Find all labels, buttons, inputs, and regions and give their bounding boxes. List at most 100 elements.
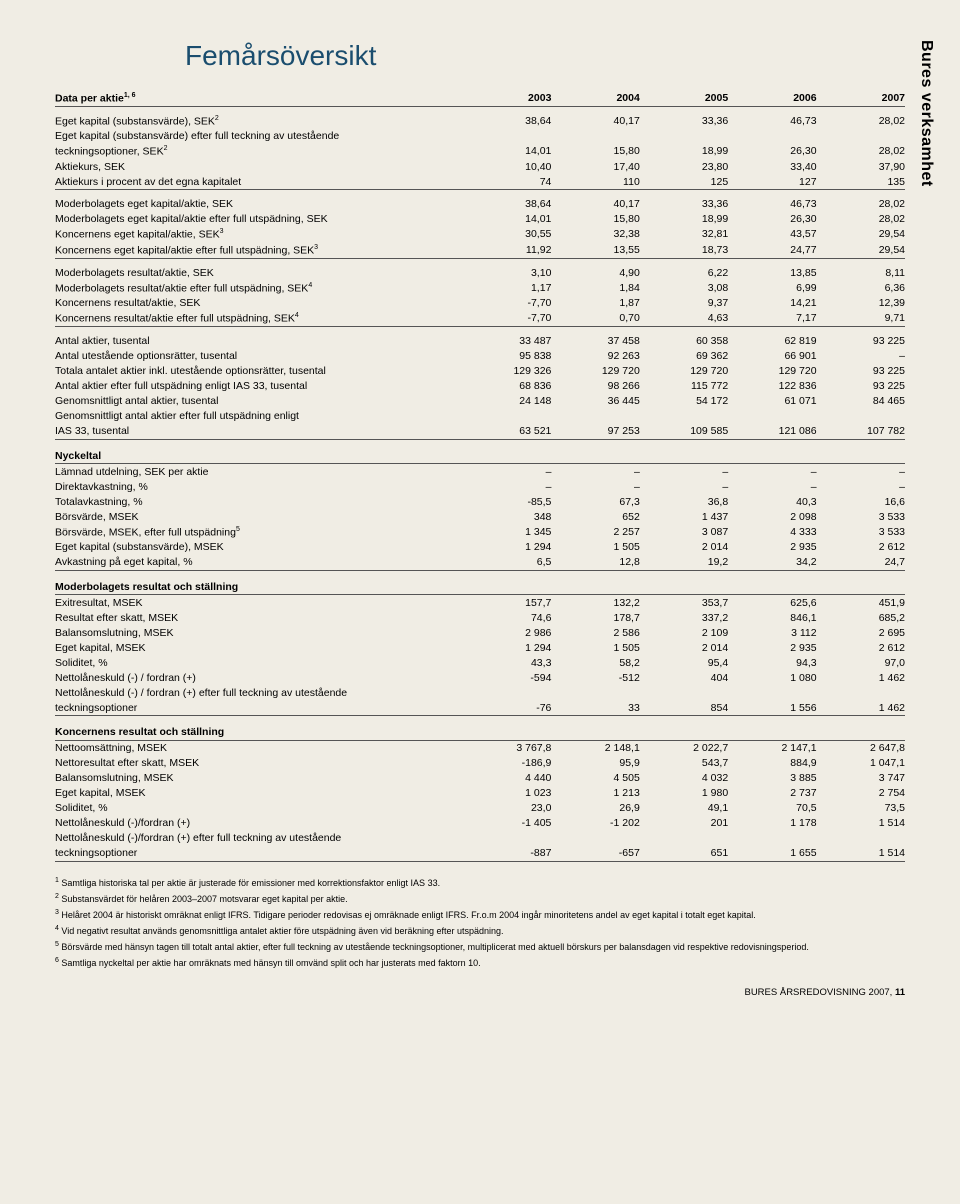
row-label: Koncernens eget kapital/aktie efter full… xyxy=(55,242,463,258)
cell: 1,87 xyxy=(551,296,639,311)
cell: 1 213 xyxy=(551,786,639,801)
row-label: Aktiekurs i procent av det egna kapitale… xyxy=(55,174,463,190)
cell: 23,80 xyxy=(640,159,728,174)
cell: 29,54 xyxy=(817,242,905,258)
cell: 2 612 xyxy=(817,540,905,555)
cell: 2 022,7 xyxy=(640,740,728,756)
footnote: 4 Vid negativt resultat används genomsni… xyxy=(55,924,905,937)
cell: 73,5 xyxy=(817,801,905,816)
row-label: Nettolåneskuld (-)/fordran (+) xyxy=(55,816,463,831)
cell: 6,99 xyxy=(728,280,816,296)
cell: 1 345 xyxy=(463,524,551,540)
cell: 3 112 xyxy=(728,625,816,640)
cell: 93 225 xyxy=(817,327,905,349)
row-label: Antal aktier efter full utspädning enlig… xyxy=(55,379,463,394)
cell: 4 032 xyxy=(640,771,728,786)
cell: -512 xyxy=(551,670,639,685)
cell: 353,7 xyxy=(640,595,728,611)
cell: -1 202 xyxy=(551,816,639,831)
cell: -594 xyxy=(463,670,551,685)
cell: 26,9 xyxy=(551,801,639,816)
table-row: teckningsoptioner, SEK214,0115,8018,9926… xyxy=(55,144,905,160)
cell: 129 720 xyxy=(728,364,816,379)
cell: 33 487 xyxy=(463,327,551,349)
cell: -85,5 xyxy=(463,494,551,509)
cell: 2 647,8 xyxy=(817,740,905,756)
cell: 38,64 xyxy=(463,106,551,129)
cell: 6,36 xyxy=(817,280,905,296)
cell: 1 178 xyxy=(728,816,816,831)
cell: 2 014 xyxy=(640,540,728,555)
table-row: Direktavkastning, %––––– xyxy=(55,479,905,494)
cell xyxy=(817,685,905,700)
footnote: 3 Helåret 2004 är historiskt omräknat en… xyxy=(55,908,905,921)
cell xyxy=(640,409,728,424)
table-row: Lämnad utdelning, SEK per aktie––––– xyxy=(55,464,905,480)
row-label: Eget kapital (substansvärde), SEK2 xyxy=(55,106,463,129)
cell: 7,17 xyxy=(728,311,816,327)
table-row: teckningsoptioner-887-6576511 6551 514 xyxy=(55,846,905,862)
table-row: Soliditet, %23,026,949,170,573,5 xyxy=(55,801,905,816)
table-row: Koncernens resultat/aktie efter full uts… xyxy=(55,311,905,327)
table-row: Moderbolagets resultat/aktie, SEK3,104,9… xyxy=(55,258,905,280)
cell: 93 225 xyxy=(817,364,905,379)
row-label: Totalavkastning, % xyxy=(55,494,463,509)
cell xyxy=(551,409,639,424)
cell: – xyxy=(817,479,905,494)
row-label: Moderbolagets eget kapital/aktie, SEK xyxy=(55,190,463,212)
footnote: 1 Samtliga historiska tal per aktie är j… xyxy=(55,876,905,889)
table-row: Totalavkastning, %-85,567,336,840,316,6 xyxy=(55,494,905,509)
cell: 67,3 xyxy=(551,494,639,509)
cell: 2 148,1 xyxy=(551,740,639,756)
cell: 115 772 xyxy=(640,379,728,394)
cell: 32,81 xyxy=(640,227,728,243)
cell: 63 521 xyxy=(463,424,551,440)
cell: 40,17 xyxy=(551,190,639,212)
page-title: Femårsöversikt xyxy=(55,40,905,72)
cell: 54 172 xyxy=(640,394,728,409)
row-label: Eget kapital (substansvärde), MSEK xyxy=(55,540,463,555)
row-label: Antal utestående optionsrätter, tusental xyxy=(55,349,463,364)
cell: 2 737 xyxy=(728,786,816,801)
table-row: Nettolåneskuld (-) / fordran (+)-594-512… xyxy=(55,670,905,685)
cell xyxy=(817,409,905,424)
cell: 1 505 xyxy=(551,640,639,655)
row-label: Nettolåneskuld (-)/fordran (+) efter ful… xyxy=(55,831,463,846)
table-row: Eget kapital, MSEK1 0231 2131 9802 7372 … xyxy=(55,786,905,801)
cell: 33,36 xyxy=(640,190,728,212)
cell: 97,0 xyxy=(817,655,905,670)
cell: 36 445 xyxy=(551,394,639,409)
table-row: Antal utestående optionsrätter, tusental… xyxy=(55,349,905,364)
cell: 1,17 xyxy=(463,280,551,296)
cell: 95,4 xyxy=(640,655,728,670)
cell: 1 294 xyxy=(463,640,551,655)
cell: 34,2 xyxy=(728,555,816,571)
table-row: Antal aktier efter full utspädning enlig… xyxy=(55,379,905,394)
cell: – xyxy=(640,479,728,494)
cell: 2 586 xyxy=(551,625,639,640)
cell: 37 458 xyxy=(551,327,639,349)
cell: 4 440 xyxy=(463,771,551,786)
cell: 1 437 xyxy=(640,509,728,524)
row-label: Eget kapital, MSEK xyxy=(55,786,463,801)
cell: 13,55 xyxy=(551,242,639,258)
cell: 17,40 xyxy=(551,159,639,174)
cell: 9,71 xyxy=(817,311,905,327)
cell: 127 xyxy=(728,174,816,190)
cell xyxy=(817,831,905,846)
table-row: Moderbolagets eget kapital/aktie, SEK38,… xyxy=(55,190,905,212)
table-row: Avkastning på eget kapital, %6,512,819,2… xyxy=(55,555,905,571)
cell: 15,80 xyxy=(551,144,639,160)
cell: -657 xyxy=(551,846,639,862)
table-row: Koncernens resultat/aktie, SEK-7,701,879… xyxy=(55,296,905,311)
table-row: Börsvärde, MSEK3486521 4372 0983 533 xyxy=(55,509,905,524)
table-row: Koncernens eget kapital/aktie efter full… xyxy=(55,242,905,258)
financial-table: Data per aktie1, 620032004200520062007 E… xyxy=(55,90,905,862)
cell: 1 980 xyxy=(640,786,728,801)
cell: 110 xyxy=(551,174,639,190)
cell: 3 087 xyxy=(640,524,728,540)
cell: 46,73 xyxy=(728,190,816,212)
cell: 135 xyxy=(817,174,905,190)
cell: 24,77 xyxy=(728,242,816,258)
section-title: Nyckeltal xyxy=(55,439,905,463)
